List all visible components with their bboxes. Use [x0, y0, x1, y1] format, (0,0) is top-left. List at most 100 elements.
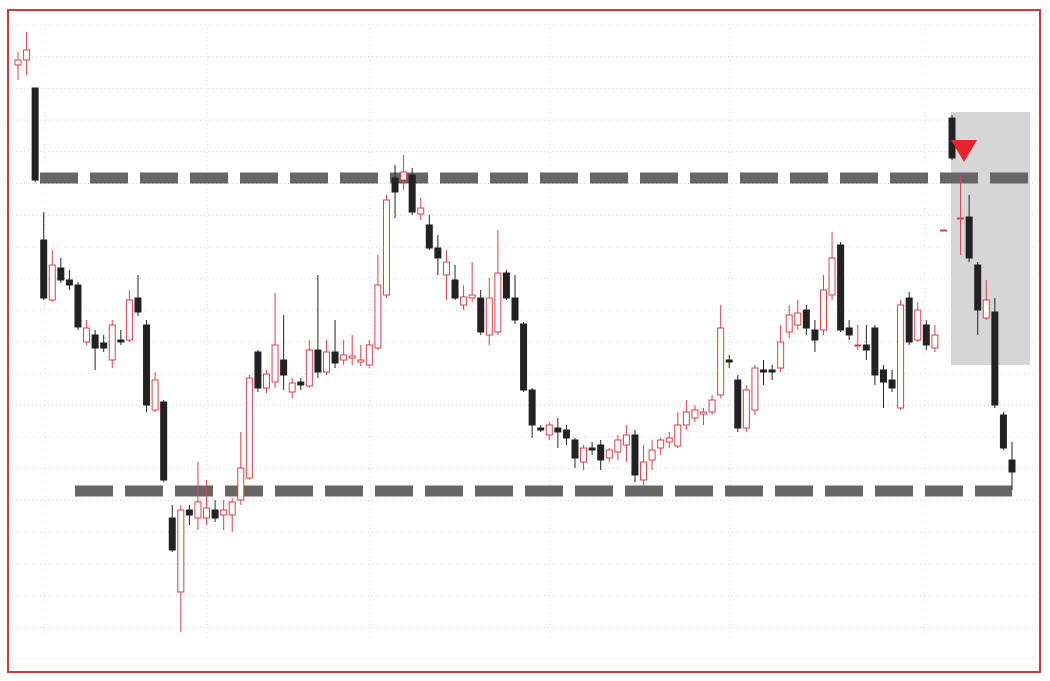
candle-body: [57, 267, 65, 281]
candle-body: [485, 297, 493, 336]
signal-marker: [951, 140, 977, 162]
candle-body: [125, 299, 133, 341]
candle-body: [708, 399, 716, 413]
candle-body: [417, 207, 425, 215]
candle-body: [974, 264, 982, 311]
candle-body: [357, 359, 365, 363]
plot-area: [14, 32, 1030, 632]
candle-body: [348, 355, 356, 359]
candle-body: [520, 323, 528, 391]
candle-body: [305, 349, 313, 387]
candle-body: [408, 174, 416, 213]
candle-body: [400, 171, 408, 181]
candle-body: [751, 367, 759, 411]
candle-body: [837, 244, 845, 331]
candle-body: [365, 344, 373, 366]
candle-body: [254, 351, 262, 389]
candle-body: [177, 509, 185, 593]
candle-body: [511, 297, 519, 321]
candle-body: [999, 414, 1007, 449]
candle-body: [245, 377, 253, 479]
candle-body: [605, 449, 613, 459]
candle-body: [468, 294, 476, 299]
candle-body: [263, 373, 270, 389]
candle-body: [957, 217, 965, 220]
candle-body: [442, 261, 450, 276]
candle-body: [382, 199, 390, 296]
candle-body: [494, 272, 502, 333]
candle-body: [74, 284, 82, 328]
candle-body: [717, 327, 725, 396]
candle-body: [811, 329, 819, 341]
candle-body: [528, 389, 536, 426]
candle-body: [862, 344, 870, 351]
candle-body: [237, 467, 245, 501]
candle-body: [657, 439, 665, 449]
candle-body: [571, 439, 579, 459]
candle-body: [768, 369, 776, 373]
candle-body: [220, 509, 228, 516]
candle-body: [160, 401, 168, 481]
candle-body: [554, 427, 562, 433]
candle-body: [460, 296, 468, 306]
candle-body: [802, 309, 810, 329]
candle-body: [228, 501, 236, 516]
candle-body: [734, 379, 742, 429]
candle-body: [297, 381, 305, 386]
candle-body: [280, 359, 288, 376]
candle-body: [725, 359, 733, 363]
candle-body: [691, 409, 699, 419]
candle-body: [785, 314, 793, 333]
candle-body: [117, 339, 125, 343]
candle-body: [562, 429, 570, 439]
candle-body: [948, 117, 956, 159]
candle-body: [922, 324, 930, 346]
candle-body: [502, 272, 510, 299]
candle-body: [185, 509, 193, 516]
candle-body: [331, 351, 339, 364]
candle-body: [108, 324, 116, 361]
candle-body: [143, 324, 151, 406]
candle-body: [374, 284, 382, 349]
candle-body: [931, 334, 939, 349]
candle-body: [477, 297, 485, 333]
candle-body: [631, 434, 639, 476]
candle-body: [434, 247, 442, 259]
candle-body: [203, 507, 211, 519]
candle-body: [580, 447, 588, 463]
candle-body: [854, 344, 862, 347]
candle-body: [905, 297, 913, 343]
candle-body: [31, 87, 39, 181]
candle-body: [23, 49, 31, 61]
candle-body: [168, 517, 176, 551]
candle-body: [742, 389, 750, 429]
candle-body: [271, 344, 279, 383]
candle-body: [391, 177, 399, 193]
candle-body: [665, 437, 673, 443]
candle-body: [537, 427, 545, 431]
candle-body: [819, 289, 827, 331]
candle-body: [314, 349, 322, 373]
candle-body: [14, 59, 22, 66]
candle-body: [545, 424, 553, 436]
candle-body: [134, 297, 142, 313]
candle-body: [760, 369, 767, 373]
candle-body: [828, 257, 836, 296]
candle-body: [451, 279, 459, 299]
candle-body: [682, 411, 690, 426]
candle-body: [65, 279, 73, 286]
candle-body: [794, 312, 802, 326]
candle-body: [640, 461, 648, 481]
candle-body: [588, 447, 596, 451]
candle-body: [91, 334, 99, 349]
candle-body: [614, 439, 622, 453]
candle-body: [674, 424, 682, 447]
candle-body: [965, 216, 973, 259]
candle-body: [48, 264, 56, 301]
candle-body: [648, 449, 656, 461]
candle-body: [888, 379, 896, 389]
candle-body: [914, 309, 922, 341]
candle-body: [322, 351, 330, 373]
candle-body: [700, 411, 708, 415]
